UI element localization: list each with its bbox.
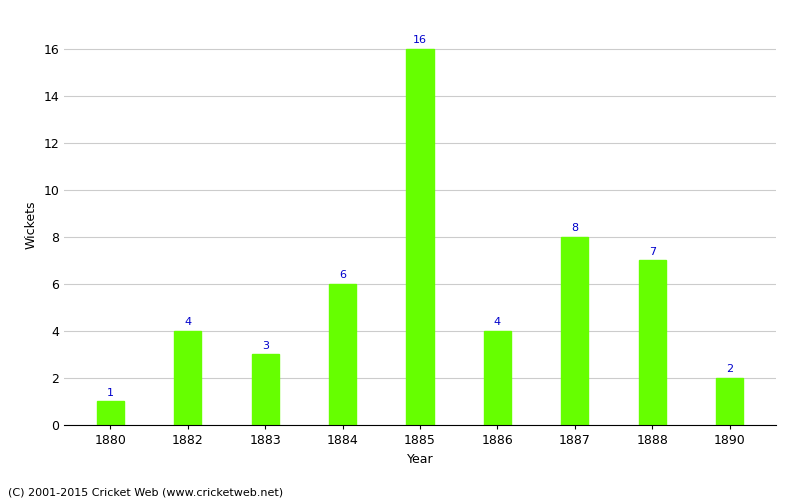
Text: 2: 2 [726,364,733,374]
Bar [329,284,356,425]
Bar [406,48,434,425]
Bar [716,378,743,425]
Bar [252,354,278,425]
Y-axis label: Wickets: Wickets [25,200,38,249]
Bar [638,260,666,425]
Text: 6: 6 [339,270,346,280]
Text: 1: 1 [107,388,114,398]
Bar [562,237,588,425]
Bar [97,402,124,425]
Bar [174,331,202,425]
Text: (C) 2001-2015 Cricket Web (www.cricketweb.net): (C) 2001-2015 Cricket Web (www.cricketwe… [8,488,283,498]
Bar [484,331,511,425]
Text: 8: 8 [571,223,578,233]
Text: 3: 3 [262,341,269,351]
X-axis label: Year: Year [406,452,434,466]
Text: 7: 7 [649,247,656,257]
Text: 16: 16 [413,35,427,45]
Text: 4: 4 [184,318,191,328]
Text: 4: 4 [494,318,501,328]
